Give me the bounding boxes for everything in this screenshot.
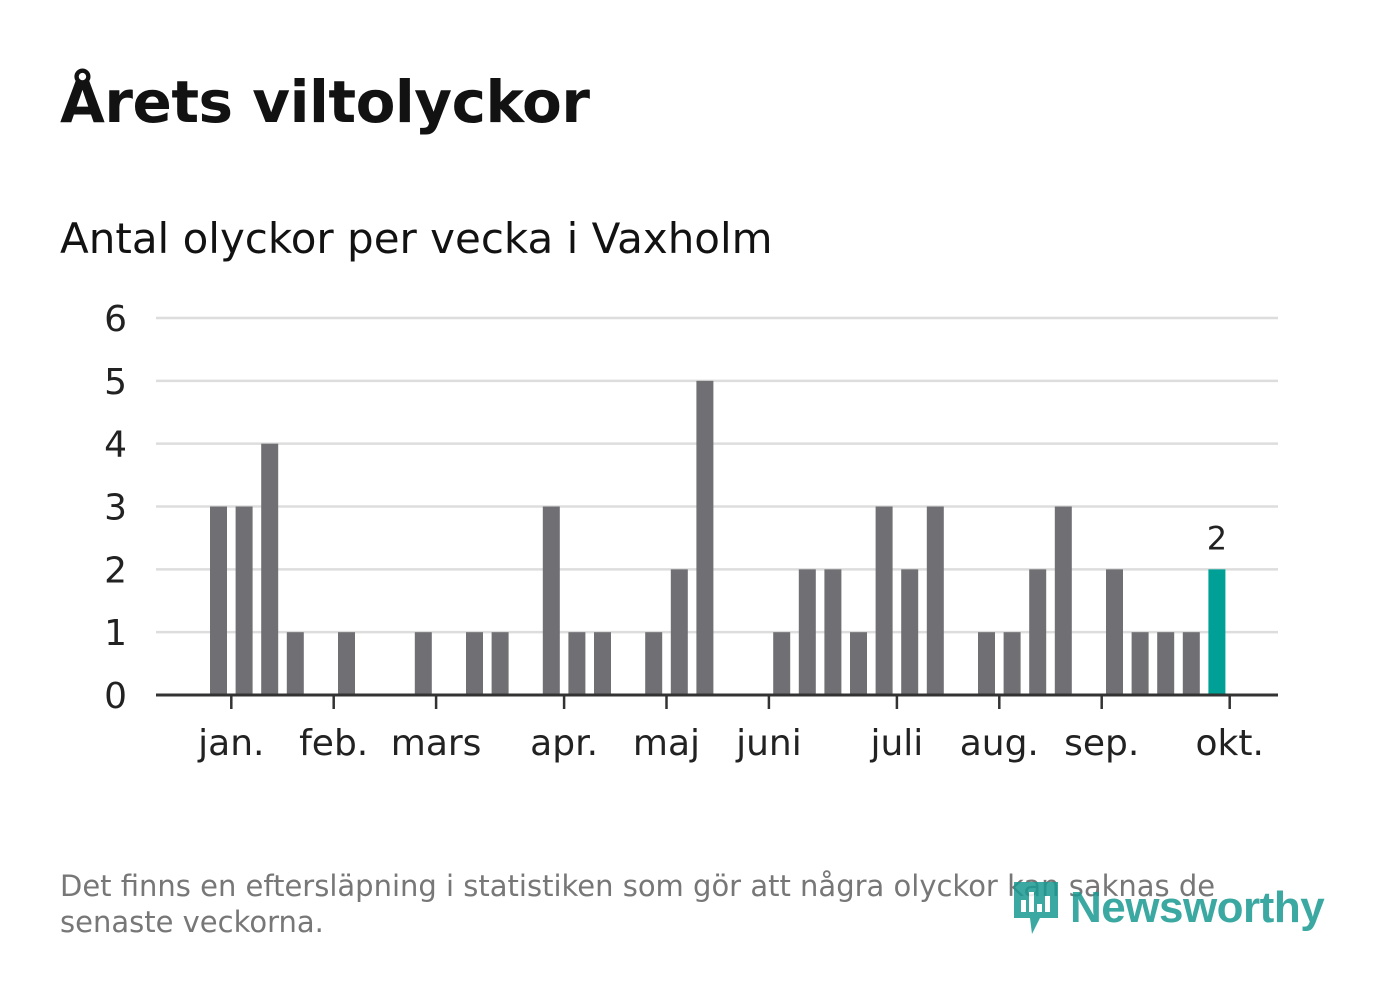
y-tick-label: 5	[104, 362, 127, 403]
newsworthy-logo: Newsworthy	[1010, 876, 1325, 940]
x-tick-label: mars	[391, 723, 482, 764]
bar	[1106, 569, 1123, 695]
y-tick-label: 1	[104, 613, 127, 654]
bar	[286, 632, 304, 695]
bar	[1003, 632, 1021, 695]
x-tick-label: feb.	[299, 723, 368, 764]
y-tick-label: 6	[104, 299, 127, 340]
newsworthy-logo-icon	[1014, 882, 1058, 934]
x-tick-label: apr.	[530, 723, 598, 764]
chart-subtitle: Antal olyckor per vecka i Vaxholm	[60, 214, 773, 263]
bar-chart: 0 1 2 3 4 5 6 2 jan. feb. mars apr. maj juni juli aug. s…	[104, 299, 1278, 764]
y-tick-label: 4	[104, 425, 127, 466]
bar	[542, 506, 560, 695]
bar	[594, 632, 611, 695]
bar	[824, 569, 842, 695]
x-tick-label: juli	[869, 723, 923, 764]
bar	[491, 632, 509, 695]
newsworthy-logo-text: Newsworthy	[1070, 883, 1325, 932]
y-tick-label: 3	[104, 488, 127, 529]
bar	[1029, 569, 1047, 695]
bar	[568, 632, 586, 695]
bar	[696, 380, 714, 695]
x-tick-label: jan.	[197, 723, 264, 764]
bar	[978, 632, 995, 695]
bar	[414, 632, 432, 695]
x-tick-label: juni	[735, 723, 802, 764]
x-tick-label: okt.	[1195, 723, 1263, 764]
bar	[338, 632, 355, 695]
bar	[798, 569, 816, 695]
bar	[1131, 632, 1149, 695]
bar	[1054, 506, 1072, 695]
bar	[850, 632, 867, 695]
bar-highlight	[1208, 569, 1226, 695]
y-tick-label: 2	[104, 550, 127, 591]
x-tick-label: aug.	[960, 723, 1039, 764]
data-label: 2	[1207, 519, 1227, 557]
bar	[210, 506, 227, 695]
bar	[926, 506, 944, 695]
x-tick-label: maj	[633, 723, 700, 764]
bar	[901, 569, 919, 695]
bar	[261, 443, 279, 695]
bar	[466, 632, 483, 695]
bar	[645, 632, 663, 695]
chart-title: Årets viltolyckor	[60, 68, 590, 136]
bar	[875, 506, 893, 695]
x-tick-label: sep.	[1064, 723, 1139, 764]
bar	[1157, 632, 1175, 695]
y-tick-label: 0	[104, 676, 127, 717]
bar	[773, 632, 791, 695]
bar	[1182, 632, 1200, 695]
bar	[670, 569, 688, 695]
bar	[235, 506, 253, 695]
